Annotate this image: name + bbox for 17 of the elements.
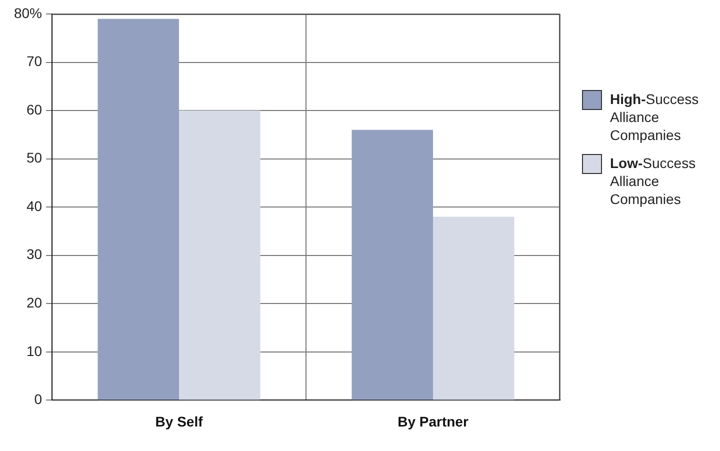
y-tick-label: 60	[26, 101, 42, 118]
y-tick-label: 10	[26, 342, 42, 359]
y-tick-label: 30	[26, 246, 42, 262]
y-tick-label: 70	[26, 53, 42, 70]
y-tick-label: 80%	[14, 4, 42, 21]
y-tick-label: 40	[26, 198, 42, 214]
bar	[433, 216, 514, 400]
y-tick-label: 0	[34, 391, 42, 408]
legend-label: Low-Success Alliance Companies	[610, 154, 697, 208]
legend-label: High-Success Alliance Companies	[610, 90, 700, 144]
bar	[352, 130, 434, 400]
bar	[98, 18, 180, 400]
x-tick-label: By Partner	[398, 413, 469, 430]
x-tick-label: By Self	[155, 413, 204, 430]
y-tick-label: 20	[26, 294, 42, 311]
y-tick-label: 50	[26, 150, 42, 166]
bar	[179, 110, 260, 400]
